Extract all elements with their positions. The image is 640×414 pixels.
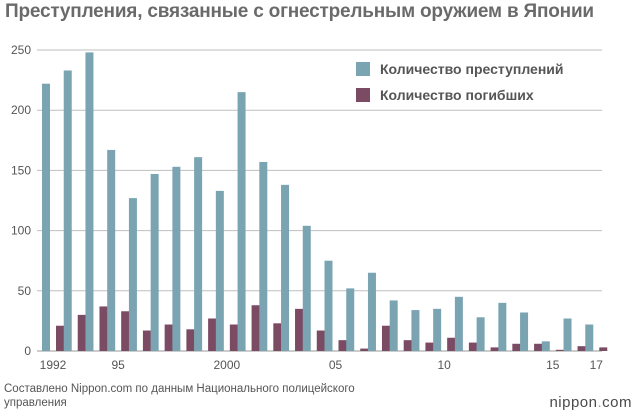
bar-deaths	[512, 343, 521, 351]
bar-crimes	[585, 324, 594, 351]
bar-crimes	[367, 272, 376, 351]
bar-crimes	[63, 70, 72, 351]
x-tick-label: 2000	[213, 358, 240, 372]
bar-crimes	[476, 317, 485, 351]
brand-suffix: com	[602, 394, 632, 411]
y-tick-label: 250	[11, 43, 31, 57]
bar-deaths	[403, 340, 412, 351]
y-tick-label: 50	[18, 284, 32, 298]
bar-deaths	[56, 325, 64, 351]
bar-crimes	[389, 300, 398, 351]
bar-deaths	[142, 330, 151, 351]
bar-deaths	[468, 342, 477, 351]
bar-crimes	[411, 310, 420, 351]
bar-deaths	[273, 323, 282, 351]
x-tick-label: 15	[546, 358, 560, 372]
y-tick-label: 150	[11, 163, 31, 177]
bar-crimes	[498, 302, 507, 351]
x-tick-label: 10	[437, 358, 451, 372]
bar-crimes	[85, 52, 94, 352]
y-axis-ticks: 0 50 100 150 200 250	[11, 43, 31, 358]
bar-crimes	[194, 157, 203, 351]
brand-dot: .	[597, 394, 603, 411]
bar-chart: 0 50 100 150 200 250 1992 95 2000 05 10 15 17 Колич…	[11, 43, 608, 372]
bar-crimes	[541, 341, 550, 351]
bar-deaths	[381, 325, 390, 351]
bar-deaths	[316, 330, 325, 351]
bar-crimes	[107, 149, 116, 351]
bar-deaths	[229, 324, 238, 351]
bar-crimes	[433, 308, 442, 351]
chart-title: Преступления, связанные с огнестрельным …	[5, 1, 594, 22]
bar-crimes	[520, 312, 529, 351]
bar-deaths	[121, 311, 130, 351]
y-tick-label: 200	[11, 103, 31, 117]
bar-deaths	[577, 346, 586, 351]
legend-swatch	[356, 62, 370, 76]
bar-deaths	[490, 347, 499, 351]
bar-deaths	[599, 347, 608, 351]
nippon-logo: nippon.com	[549, 394, 632, 411]
bar-crimes	[454, 296, 463, 351]
source-note: Составлено Nippon.com по данным Национал…	[4, 383, 355, 409]
legend-label: Количество погибших	[380, 87, 534, 103]
x-tick-label: 05	[329, 358, 343, 372]
bar-crimes	[302, 225, 311, 351]
bar-crimes	[215, 190, 224, 351]
bar-crimes	[128, 198, 137, 351]
x-tick-label: 1992	[40, 358, 67, 372]
bar-crimes	[346, 288, 355, 351]
x-axis-ticks: 1992 95 2000 05 10 15 17	[40, 358, 604, 372]
bars	[42, 52, 608, 352]
bar-deaths	[555, 349, 564, 351]
bar-crimes	[324, 260, 333, 351]
bar-deaths	[99, 306, 108, 351]
bar-deaths	[447, 337, 456, 351]
y-tick-label: 100	[11, 224, 31, 238]
bar-deaths	[360, 348, 369, 351]
bar-crimes	[281, 184, 290, 351]
y-tick-label: 0	[24, 344, 31, 358]
bar-crimes	[172, 166, 181, 351]
bar-deaths	[295, 308, 304, 351]
legend-label: Количество преступлений	[380, 61, 564, 77]
bar-deaths	[425, 342, 434, 351]
bar-deaths	[338, 340, 347, 351]
x-tick-label: 95	[112, 358, 126, 372]
bar-crimes	[237, 92, 246, 351]
bar-deaths	[186, 329, 195, 351]
bar-crimes	[563, 318, 572, 351]
bar-deaths	[534, 343, 543, 351]
bar-deaths	[164, 324, 173, 351]
bar-deaths	[77, 314, 86, 351]
bar-deaths	[208, 318, 217, 351]
brand-name: nippon	[549, 394, 598, 411]
x-tick-label: 17	[590, 358, 604, 372]
bar-deaths	[251, 305, 260, 351]
bar-crimes	[42, 83, 50, 351]
bar-crimes	[150, 174, 159, 351]
legend: Количество преступлений Количество погибш…	[356, 61, 564, 103]
legend-swatch	[356, 88, 370, 102]
bar-crimes	[259, 161, 268, 351]
